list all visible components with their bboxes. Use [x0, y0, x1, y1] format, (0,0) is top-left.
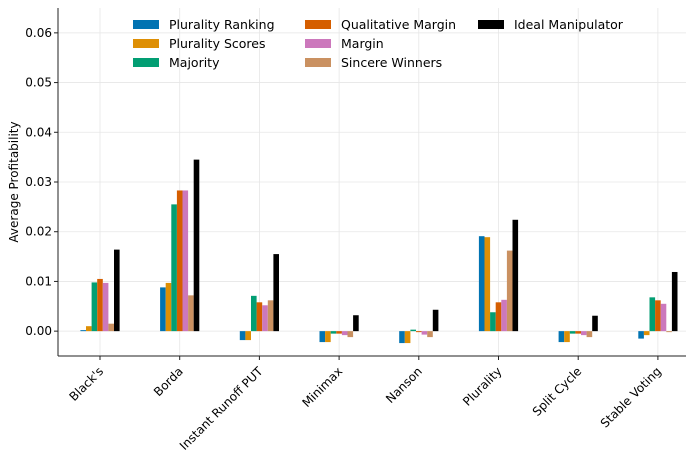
- legend-label: Sincere Winners: [341, 55, 442, 70]
- legend-label: Margin: [341, 36, 384, 51]
- bar: [91, 282, 98, 332]
- bar: [114, 249, 120, 332]
- bar: [432, 309, 439, 332]
- legend-swatch: [305, 58, 331, 67]
- bar: [655, 300, 661, 332]
- legend-entry: Majority: [133, 55, 220, 70]
- bar: [102, 282, 109, 332]
- y-ticks: 0.00 0.01 0.02 0.03 0.04 0.05 0.06: [25, 26, 58, 338]
- x-tick-label: Split Cycle: [530, 364, 585, 419]
- bar: [581, 331, 587, 336]
- legend-label: Plurality Scores: [169, 36, 265, 51]
- bar: [239, 331, 246, 341]
- bar: [341, 331, 348, 336]
- bar: [330, 331, 337, 334]
- legend-swatch: [133, 58, 159, 67]
- bar: [176, 190, 183, 332]
- bar: [506, 250, 513, 332]
- legend-swatch: [133, 39, 159, 48]
- bar: [319, 331, 326, 343]
- x-tick-label: Borda: [151, 364, 186, 399]
- bar: [80, 330, 86, 332]
- legend-label: Majority: [169, 55, 220, 70]
- grid: [58, 8, 686, 356]
- bar: [484, 237, 491, 332]
- y-tick-label: 0.04: [25, 125, 52, 139]
- legend-entry: Plurality Ranking: [133, 17, 275, 32]
- legend-entry: Margin: [305, 36, 384, 51]
- bar: [649, 297, 656, 332]
- bar: [188, 295, 194, 332]
- bar: [569, 331, 576, 334]
- bar: [353, 315, 359, 332]
- bar: [165, 282, 172, 332]
- x-tick-label: Black's: [67, 364, 107, 404]
- bar: [97, 278, 103, 332]
- legend-entry: Plurality Scores: [133, 36, 265, 51]
- bar: [671, 271, 678, 332]
- bar: [501, 299, 507, 332]
- bar: [347, 331, 354, 338]
- bar: [108, 323, 114, 332]
- bar: [267, 300, 274, 332]
- bar: [490, 312, 496, 332]
- bar: [325, 331, 331, 343]
- x-tick-label: Instant Runoff PUT: [177, 364, 266, 453]
- bar: [512, 219, 519, 332]
- legend-label: Qualitative Margin: [341, 17, 456, 32]
- bar: [666, 331, 672, 333]
- y-tick-label: 0.03: [25, 175, 52, 189]
- legend-entry: Sincere Winners: [305, 55, 442, 70]
- y-tick-label: 0.02: [25, 225, 52, 239]
- legend-label: Ideal Manipulator: [514, 17, 624, 32]
- y-axis-label: Average Profitability: [7, 121, 21, 242]
- bar: [256, 302, 263, 332]
- legend-entry: Qualitative Margin: [305, 17, 456, 32]
- bar: [660, 303, 667, 332]
- bar: [273, 254, 279, 332]
- bar: [171, 204, 177, 332]
- legend-entry: Ideal Manipulator: [478, 17, 624, 32]
- bar: [86, 326, 92, 332]
- bar: [160, 287, 166, 332]
- legend-swatch: [305, 20, 331, 29]
- bar: [193, 159, 200, 332]
- bar: [586, 331, 593, 338]
- bar: [410, 329, 416, 332]
- legend-swatch: [133, 20, 159, 29]
- bar: [427, 331, 433, 338]
- bar: [495, 302, 502, 332]
- y-tick-label: 0.01: [25, 274, 52, 288]
- bar: [399, 331, 405, 344]
- bar: [638, 331, 644, 339]
- bar: [643, 331, 650, 336]
- x-tick-label: Nanson: [383, 364, 425, 406]
- x-tick-label: Plurality: [460, 364, 505, 409]
- bar: [336, 331, 342, 334]
- bar: [416, 331, 422, 333]
- bar: [421, 331, 428, 335]
- x-tick-label: Stable Voting: [598, 364, 664, 430]
- bar: [245, 331, 251, 341]
- bar: [404, 331, 411, 344]
- x-tick-label: Minimax: [299, 364, 345, 410]
- bar: [564, 331, 570, 343]
- legend: Plurality Ranking Plurality Scores Majorit…: [133, 17, 624, 70]
- y-tick-label: 0.00: [25, 324, 52, 338]
- y-tick-label: 0.06: [25, 26, 52, 40]
- bar: [182, 190, 189, 332]
- legend-swatch: [305, 39, 331, 48]
- bar: [558, 331, 565, 343]
- bar: [575, 331, 581, 334]
- y-tick-label: 0.05: [25, 76, 52, 90]
- bar: [592, 315, 598, 332]
- bars: [80, 159, 678, 344]
- bar: [262, 305, 268, 332]
- legend-label: Plurality Ranking: [169, 17, 275, 32]
- legend-swatch: [478, 20, 504, 29]
- bar: [478, 236, 485, 332]
- bar: [251, 295, 257, 332]
